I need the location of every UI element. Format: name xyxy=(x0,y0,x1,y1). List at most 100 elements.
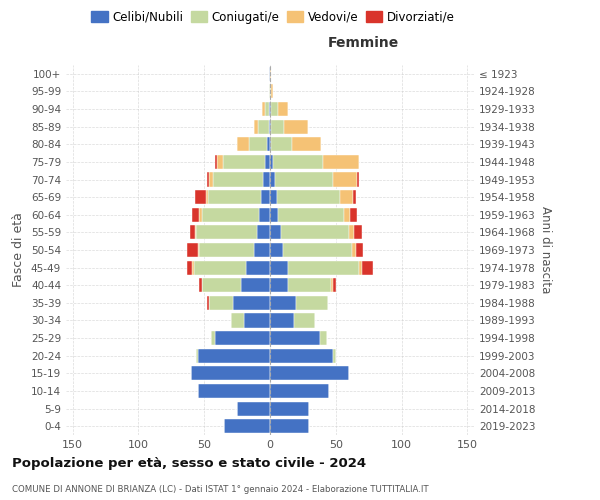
Bar xyxy=(217,155,223,169)
Bar xyxy=(269,120,270,134)
Bar xyxy=(362,260,373,274)
Bar xyxy=(247,260,270,274)
Bar xyxy=(191,366,270,380)
Bar xyxy=(270,190,277,204)
Bar xyxy=(270,137,271,152)
Bar xyxy=(199,278,202,292)
Bar xyxy=(268,137,270,152)
Bar xyxy=(187,260,193,274)
Bar xyxy=(207,172,209,186)
Bar xyxy=(271,120,284,134)
Bar xyxy=(270,314,293,328)
Bar xyxy=(202,278,241,292)
Bar xyxy=(257,226,270,239)
Bar xyxy=(187,243,197,257)
Bar xyxy=(271,84,272,98)
Bar xyxy=(194,260,247,274)
Y-axis label: Anni di nascita: Anni di nascita xyxy=(539,206,552,294)
Bar xyxy=(354,226,362,239)
Bar xyxy=(199,243,254,257)
Bar xyxy=(270,208,278,222)
Bar xyxy=(275,172,333,186)
Bar xyxy=(270,155,272,169)
Bar xyxy=(270,172,275,186)
Bar xyxy=(265,155,270,169)
Bar xyxy=(262,102,265,116)
Bar xyxy=(208,190,261,204)
Bar xyxy=(269,84,270,98)
Bar xyxy=(331,278,333,292)
Bar xyxy=(215,331,270,345)
Bar xyxy=(340,190,353,204)
Bar xyxy=(289,278,331,292)
Text: Femmine: Femmine xyxy=(328,36,400,50)
Bar xyxy=(254,120,258,134)
Bar xyxy=(296,296,328,310)
Bar xyxy=(333,172,357,186)
Bar xyxy=(270,226,281,239)
Bar xyxy=(237,137,249,152)
Legend: Celibi/Nubili, Coniugati/e, Vedovi/e, Divorziati/e: Celibi/Nubili, Coniugati/e, Vedovi/e, Di… xyxy=(86,6,460,28)
Text: COMUNE DI ANNONE DI BRIANZA (LC) - Dati ISTAT 1° gennaio 2024 - Elaborazione TUT: COMUNE DI ANNONE DI BRIANZA (LC) - Dati … xyxy=(12,485,428,494)
Bar xyxy=(270,102,271,116)
Bar xyxy=(270,402,310,415)
Bar xyxy=(206,190,208,204)
Text: Popolazione per età, sesso e stato civile - 2024: Popolazione per età, sesso e stato civil… xyxy=(12,458,366,470)
Bar xyxy=(196,348,197,363)
Bar xyxy=(259,208,270,222)
Bar xyxy=(237,402,270,415)
Bar xyxy=(197,243,199,257)
Bar xyxy=(333,278,336,292)
Bar xyxy=(241,278,270,292)
Bar xyxy=(278,102,289,116)
Y-axis label: Fasce di età: Fasce di età xyxy=(13,212,25,288)
Bar xyxy=(350,208,357,222)
Bar xyxy=(209,296,233,310)
Bar xyxy=(359,260,362,274)
Bar xyxy=(278,208,344,222)
Bar xyxy=(254,243,270,257)
Bar xyxy=(261,190,270,204)
Bar xyxy=(323,155,359,169)
Bar xyxy=(199,208,202,222)
Bar xyxy=(353,190,356,204)
Bar xyxy=(197,348,270,363)
Bar xyxy=(283,243,352,257)
Bar xyxy=(344,208,350,222)
Bar xyxy=(263,172,270,186)
Bar xyxy=(270,67,271,81)
Bar xyxy=(270,384,329,398)
Bar xyxy=(293,314,315,328)
Bar xyxy=(211,331,215,345)
Bar xyxy=(193,260,194,274)
Bar xyxy=(214,172,263,186)
Bar xyxy=(258,120,269,134)
Bar xyxy=(270,243,283,257)
Bar xyxy=(270,366,349,380)
Bar xyxy=(269,102,270,116)
Bar xyxy=(195,226,196,239)
Bar xyxy=(270,419,310,433)
Bar xyxy=(270,296,296,310)
Bar xyxy=(320,331,326,345)
Bar xyxy=(270,278,289,292)
Bar xyxy=(292,137,322,152)
Bar xyxy=(277,190,340,204)
Bar xyxy=(193,208,199,222)
Bar xyxy=(270,120,271,134)
Bar xyxy=(272,155,323,169)
Bar xyxy=(233,296,270,310)
Bar xyxy=(281,226,349,239)
Bar xyxy=(209,172,214,186)
Bar xyxy=(224,419,270,433)
Bar xyxy=(265,102,269,116)
Bar xyxy=(352,243,356,257)
Bar xyxy=(269,67,270,81)
Bar xyxy=(202,208,259,222)
Bar xyxy=(271,137,292,152)
Bar xyxy=(195,190,206,204)
Bar xyxy=(244,314,270,328)
Bar xyxy=(284,120,308,134)
Bar xyxy=(270,348,333,363)
Bar xyxy=(249,137,268,152)
